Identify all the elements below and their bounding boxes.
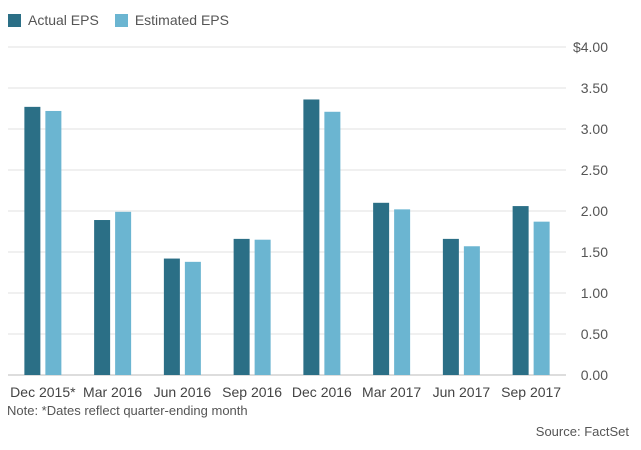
y-tick-label: 0.50 [581, 326, 608, 342]
bar-estimated-eps [254, 239, 271, 375]
bar-actual-eps [303, 99, 320, 375]
legend-swatch-actual-eps [8, 13, 21, 27]
x-tick-label: Sep 2017 [501, 384, 561, 400]
legend-item-estimated-eps: Estimated EPS [114, 12, 229, 28]
y-tick-label: 0.00 [581, 367, 608, 383]
bar-actual-eps [24, 106, 41, 376]
bar-estimated-eps [533, 221, 550, 375]
x-tick-label: Dec 2016 [292, 384, 352, 400]
y-tick-label: 3.00 [581, 121, 608, 137]
x-tick-label: Mar 2016 [83, 384, 142, 400]
bar-actual-eps [94, 220, 111, 375]
chart-legend: Actual EPS Estimated EPS [8, 10, 245, 30]
bar-actual-eps [442, 238, 459, 375]
bar-actual-eps [233, 238, 250, 375]
y-tick-label: 3.50 [581, 80, 608, 96]
bar-actual-eps [163, 258, 180, 375]
y-tick-label: 2.00 [581, 203, 608, 219]
bar-estimated-eps [184, 261, 201, 375]
bar-estimated-eps [394, 209, 411, 375]
legend-label-actual-eps: Actual EPS [28, 12, 99, 28]
bar-estimated-eps [115, 211, 132, 375]
bar-actual-eps [373, 202, 390, 375]
y-tick-label: 1.50 [581, 244, 608, 260]
x-tick-label: Mar 2017 [362, 384, 421, 400]
legend-item-actual-eps: Actual EPS [8, 12, 99, 28]
chart-source: Source: FactSet [535, 424, 629, 439]
bar-estimated-eps [463, 246, 480, 375]
y-tick-label: $4.00 [573, 39, 608, 55]
x-tick-label: Dec 2015* [10, 384, 76, 400]
legend-swatch-estimated-eps [114, 13, 128, 27]
x-tick-label: Jun 2017 [433, 384, 491, 400]
bar-actual-eps [512, 206, 529, 375]
bar-estimated-eps [45, 110, 62, 376]
chart-note: Note: *Dates reflect quarter-ending mont… [7, 403, 248, 418]
bar-estimated-eps [324, 111, 341, 375]
y-tick-label: 2.50 [581, 162, 608, 178]
x-tick-label: Sep 2016 [222, 384, 282, 400]
legend-label-estimated-eps: Estimated EPS [134, 12, 229, 28]
y-tick-label: 1.00 [581, 285, 608, 301]
x-tick-label: Jun 2016 [154, 384, 212, 400]
